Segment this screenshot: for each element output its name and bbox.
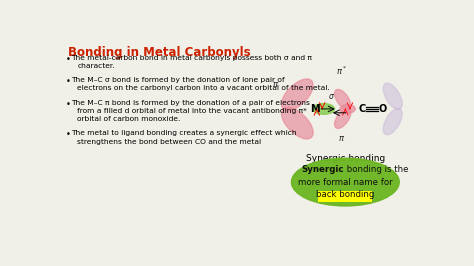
Text: $\sigma$: $\sigma$ <box>328 92 335 101</box>
Text: Bonding in Metal Carbonyls: Bonding in Metal Carbonyls <box>68 46 251 59</box>
Ellipse shape <box>340 105 356 113</box>
Ellipse shape <box>282 79 313 111</box>
Text: $\pi$: $\pi$ <box>338 134 345 143</box>
Ellipse shape <box>292 158 399 206</box>
Ellipse shape <box>335 108 351 128</box>
Text: •: • <box>66 77 71 86</box>
Text: more formal name for: more formal name for <box>298 178 392 186</box>
Text: •: • <box>66 131 71 139</box>
Text: $\pi^*$: $\pi^*$ <box>336 64 347 77</box>
Ellipse shape <box>313 103 335 114</box>
Text: Synergic bonding: Synergic bonding <box>306 153 385 163</box>
Text: O: O <box>378 104 386 114</box>
Ellipse shape <box>335 89 351 110</box>
Text: strengthens the bond between CO and the metal: strengthens the bond between CO and the … <box>77 139 262 144</box>
Text: bonding is the: bonding is the <box>344 165 408 174</box>
Text: orbital of carbon monoxide.: orbital of carbon monoxide. <box>77 116 181 122</box>
Text: The metal to ligand bonding creates a synergic effect which: The metal to ligand bonding creates a sy… <box>71 131 297 136</box>
Text: back bonding: back bonding <box>316 190 374 199</box>
Text: •: • <box>66 55 71 64</box>
Ellipse shape <box>383 83 402 109</box>
Text: Synergic: Synergic <box>301 165 344 174</box>
FancyBboxPatch shape <box>319 191 372 202</box>
Text: C: C <box>359 104 366 114</box>
Text: The metal-carbon bond in metal carbonyls possess both σ and π: The metal-carbon bond in metal carbonyls… <box>71 55 312 61</box>
Text: character.: character. <box>77 63 115 69</box>
Ellipse shape <box>282 107 313 139</box>
Ellipse shape <box>383 109 402 135</box>
Text: The M–C σ bond is formed by the donation of lone pair of: The M–C σ bond is formed by the donation… <box>71 77 285 82</box>
Text: from a filled d orbital of metal into the vacant antibonding π*: from a filled d orbital of metal into th… <box>77 108 307 114</box>
Text: •: • <box>66 100 71 109</box>
Text: M: M <box>310 104 319 114</box>
Text: $\pi$: $\pi$ <box>273 80 280 89</box>
Text: The M–C π bond is formed by the donation of a pair of electrons: The M–C π bond is formed by the donation… <box>71 100 310 106</box>
Text: electrons on the carbonyl carbon into a vacant orbital of the metal.: electrons on the carbonyl carbon into a … <box>77 85 330 91</box>
